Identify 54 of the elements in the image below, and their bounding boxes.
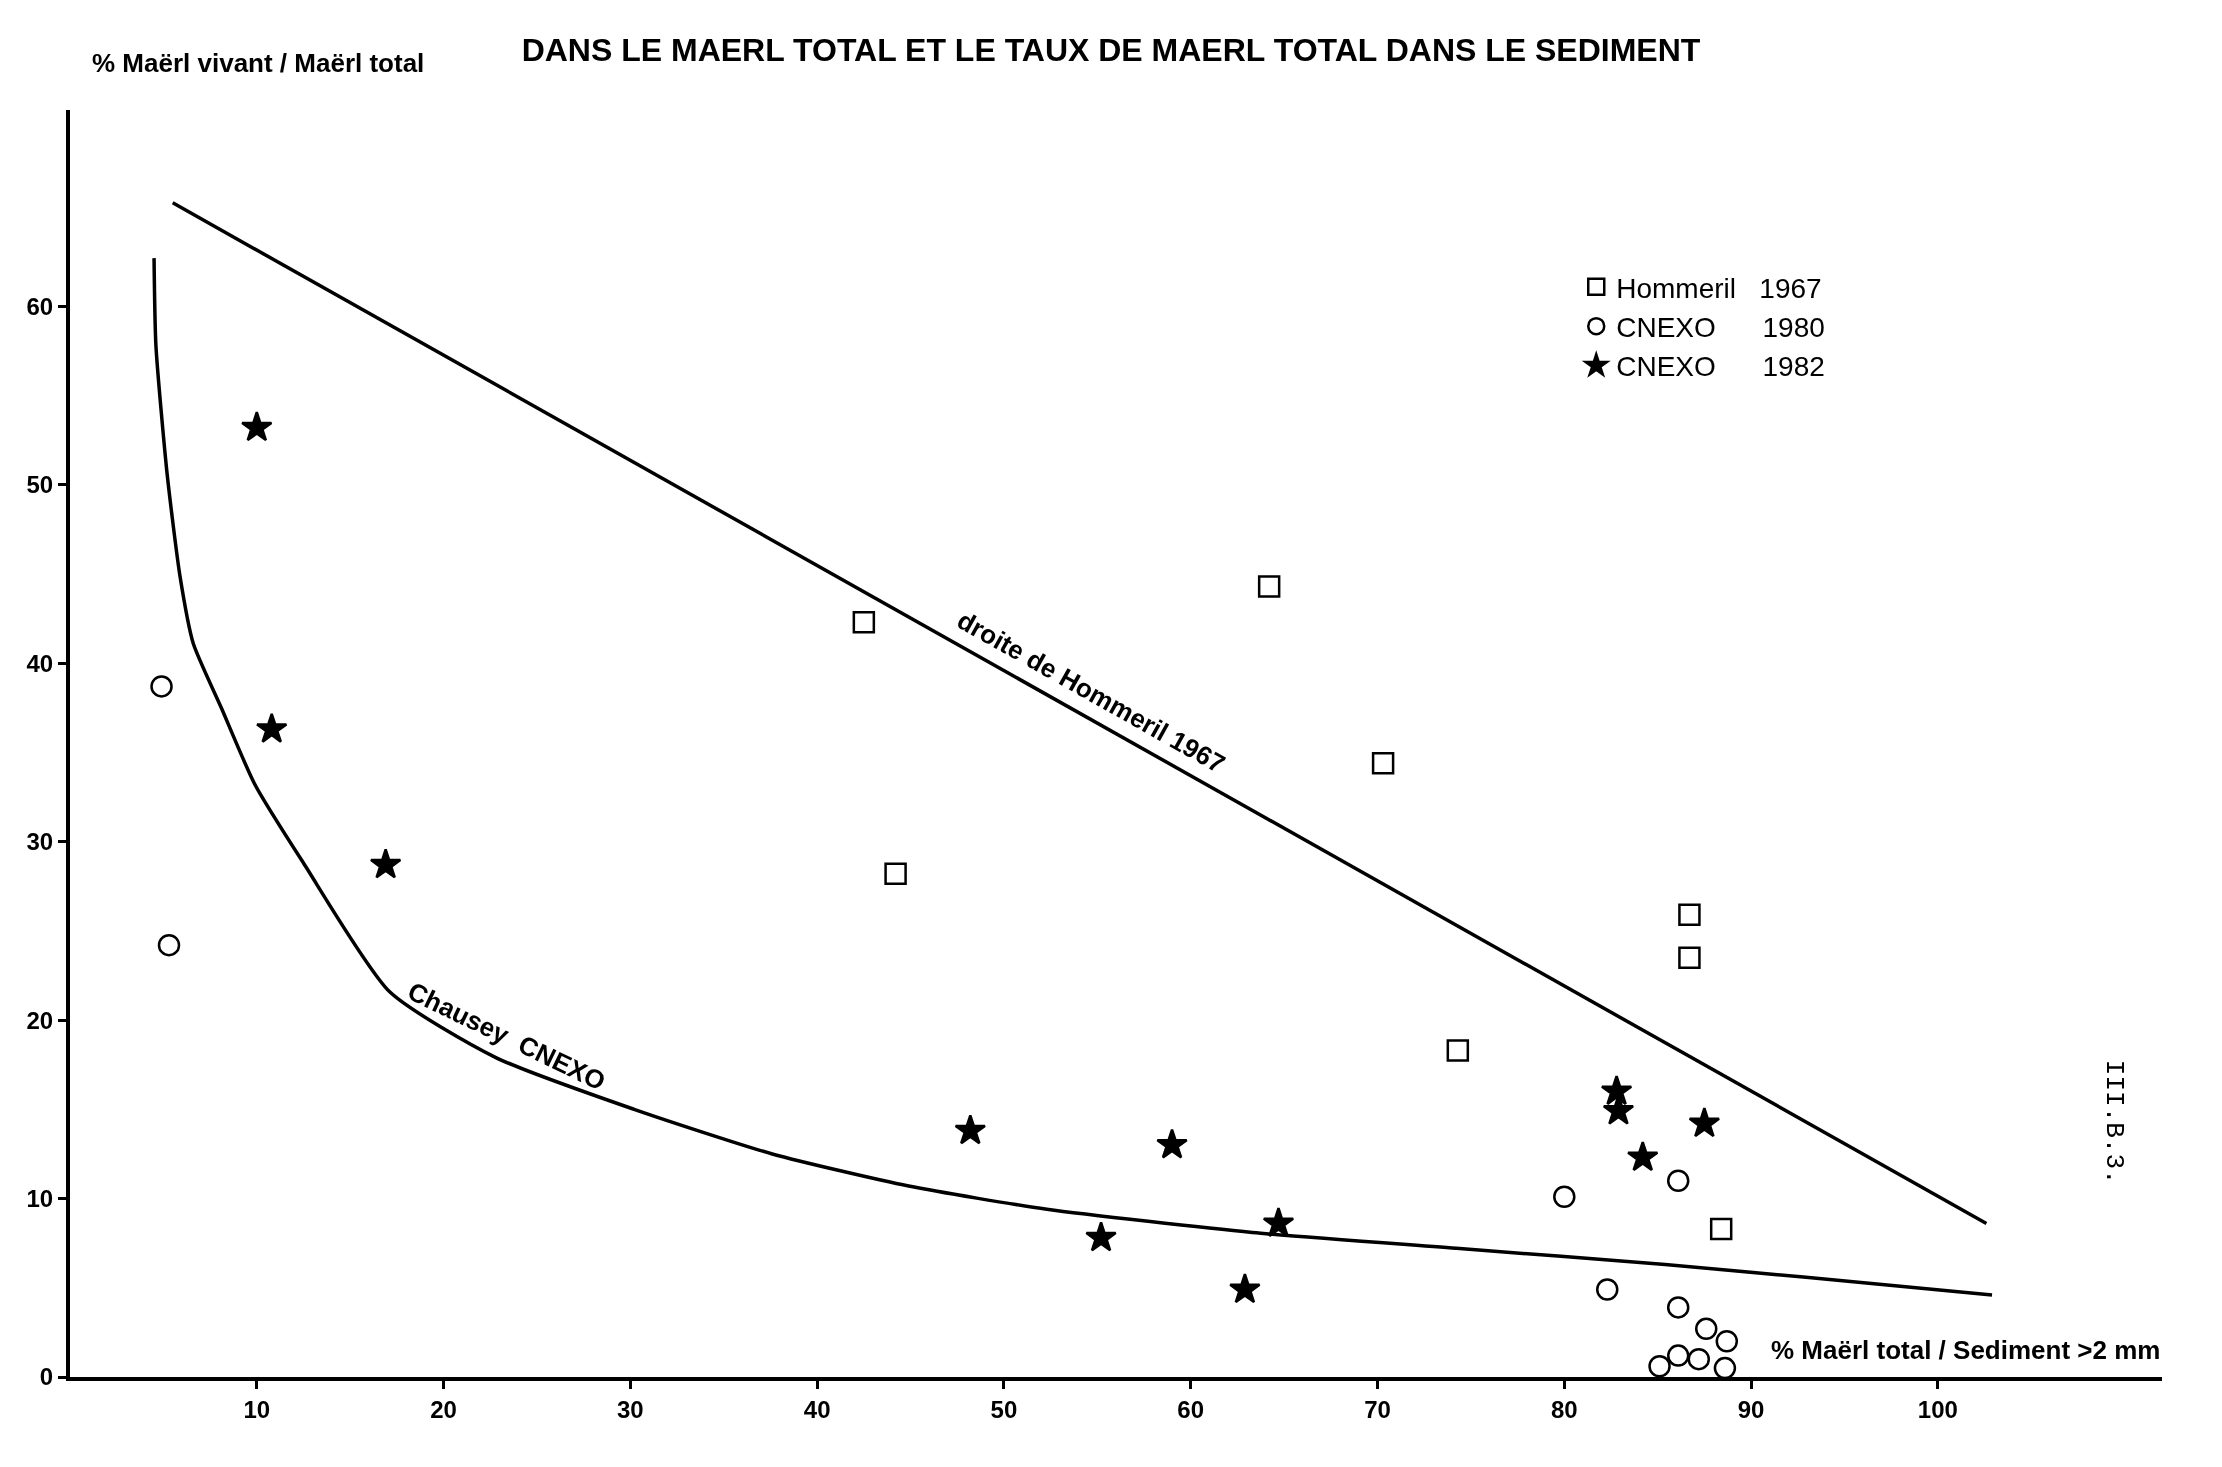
annotation: III.B.3. <box>2099 1059 2130 1185</box>
point <box>255 712 288 743</box>
chart-title: DANS LE MAERL TOTAL ET LE TAUX DE MAERL TOTAL DANS LE SEDIMENT <box>521 31 1701 68</box>
point <box>1371 751 1395 775</box>
legend-label: CNEXO 1980 <box>1616 312 1825 344</box>
y-tick-label: 40 <box>26 649 54 677</box>
legend-label: Hommeril 1967 <box>1616 272 1822 304</box>
x-tick-label: 20 <box>430 1395 457 1423</box>
x-tick-label: 60 <box>1177 1395 1205 1423</box>
point <box>1687 1347 1711 1371</box>
point <box>954 1114 987 1145</box>
point <box>1709 1217 1733 1241</box>
x-tick-label: 40 <box>803 1395 831 1423</box>
y-tick-label: 50 <box>26 471 54 499</box>
x-tick-label: 30 <box>617 1395 644 1423</box>
point <box>1666 1344 1690 1367</box>
point <box>1715 1330 1739 1353</box>
point <box>369 848 402 879</box>
point <box>884 862 907 886</box>
y-tick-label: 30 <box>26 828 54 856</box>
x-axis-title: % Maërl total / Sediment >2 mm <box>1771 1335 2161 1365</box>
y-tick-label: 10 <box>26 1184 54 1212</box>
y-tick-label: 20 <box>26 1006 54 1034</box>
point <box>1695 1317 1718 1341</box>
y-tick-label: 60 <box>26 292 54 320</box>
point <box>1156 1128 1188 1159</box>
point <box>1678 946 1701 969</box>
x-tick-label: 90 <box>1737 1395 1765 1423</box>
point <box>157 933 181 957</box>
x-tick-label: 10 <box>243 1395 271 1423</box>
point <box>1085 1221 1117 1252</box>
legend-label: CNEXO 1982 <box>1616 351 1825 383</box>
point <box>1688 1106 1721 1138</box>
point <box>1626 1140 1659 1172</box>
point <box>1600 1074 1633 1106</box>
point <box>1666 1169 1690 1192</box>
point <box>1446 1039 1470 1062</box>
point <box>150 675 173 698</box>
x-tick-label: 80 <box>1550 1395 1578 1423</box>
x-tick-label: 70 <box>1364 1395 1391 1423</box>
point <box>1648 1355 1671 1377</box>
x-tick-label: 50 <box>990 1395 1018 1423</box>
point <box>1596 1278 1619 1301</box>
point <box>1666 1296 1690 1319</box>
y-tick-label: 0 <box>39 1363 54 1391</box>
x-tick-label: 100 <box>1917 1395 1958 1423</box>
point <box>1257 575 1281 598</box>
point <box>852 610 876 634</box>
point <box>1228 1272 1261 1304</box>
point <box>240 410 273 442</box>
point <box>1678 903 1701 927</box>
point <box>1713 1356 1737 1377</box>
y-axis-title: % Maërl vivant / Maërl total <box>92 48 425 78</box>
point <box>1553 1185 1576 1208</box>
